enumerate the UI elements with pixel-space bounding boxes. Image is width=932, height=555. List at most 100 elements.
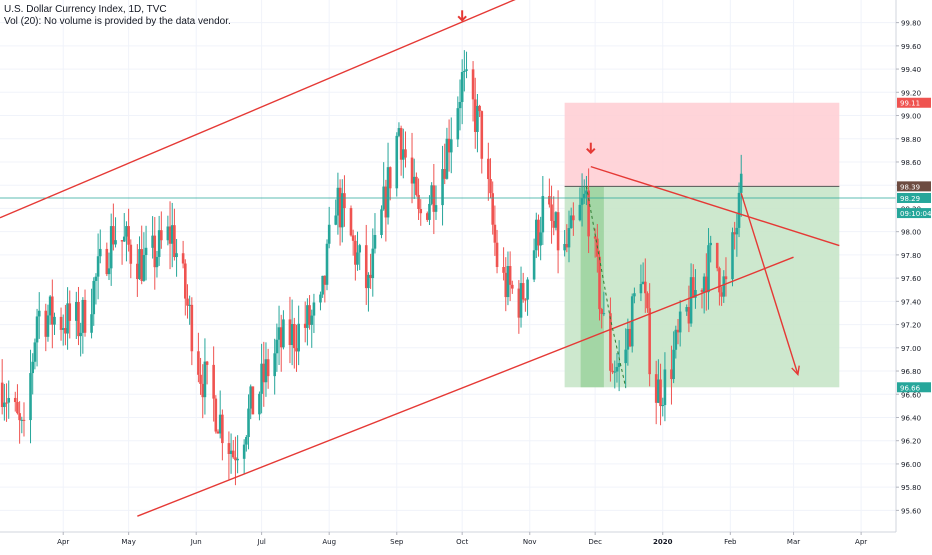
candle (22, 402, 26, 437)
candle (7, 380, 11, 419)
x-tick-label: Jun (190, 538, 202, 546)
candle-body (51, 296, 54, 325)
candle-body (705, 276, 708, 293)
candle (441, 145, 444, 226)
candle (37, 292, 41, 339)
candle (532, 238, 536, 283)
y-tick-label: 96.00 (901, 461, 921, 469)
candle-body (720, 292, 723, 297)
candle-body (504, 272, 508, 298)
candle-body (221, 414, 224, 444)
candle-body (170, 225, 174, 244)
candle-body (587, 190, 590, 237)
candle (526, 277, 529, 316)
candle-body (35, 316, 39, 343)
candle-body (201, 383, 205, 398)
y-tick-label: 99.80 (901, 20, 921, 28)
y-tick-label: 99.00 (901, 113, 921, 121)
candle-body (343, 193, 346, 209)
candle-body (434, 205, 438, 212)
candle (31, 353, 35, 395)
candle-body (312, 302, 316, 316)
candle (295, 324, 298, 372)
candle (245, 435, 248, 452)
candle (722, 270, 726, 303)
candle (456, 96, 460, 148)
y-tick-label: 96.40 (901, 414, 921, 422)
candle-body (356, 252, 359, 265)
candle-body (463, 70, 466, 72)
candle-body (247, 408, 250, 438)
candle (20, 416, 24, 434)
candle (96, 233, 100, 300)
falling-trendline (590, 165, 840, 247)
candle (476, 93, 479, 153)
candle-body (218, 414, 222, 434)
candle-body (107, 268, 111, 275)
candle (13, 391, 17, 412)
candle (277, 305, 281, 365)
x-tick-label: Feb (724, 538, 737, 546)
candle-body (295, 348, 298, 352)
candle (487, 142, 490, 201)
candle-body (691, 277, 695, 298)
candle-body (373, 234, 377, 249)
candle (508, 251, 512, 302)
candle (140, 225, 144, 285)
candle-body (29, 373, 32, 421)
candle (190, 297, 194, 366)
y-tick-label: 95.60 (901, 507, 921, 515)
candle-body (214, 398, 218, 432)
candle-body (122, 236, 126, 242)
candle (702, 273, 706, 314)
candle (303, 301, 307, 343)
candle-body (168, 226, 172, 244)
candle (66, 287, 69, 350)
candle (214, 395, 218, 434)
candle-body (628, 328, 632, 347)
candle (473, 77, 477, 149)
candle-body (354, 240, 357, 265)
price-label: 98.29 (897, 192, 931, 203)
candle-body (609, 313, 612, 371)
candle (371, 228, 375, 297)
candle (201, 364, 205, 419)
candle-body (273, 353, 276, 377)
candle (325, 239, 329, 291)
candle (157, 215, 161, 266)
candle-body (157, 230, 161, 257)
candle-body (13, 397, 17, 403)
candle (33, 338, 37, 370)
candle (552, 196, 556, 236)
candle-body (639, 284, 643, 294)
candle (646, 291, 649, 313)
candle-body (685, 307, 689, 312)
candle-body (120, 240, 124, 242)
candle (587, 168, 590, 254)
candle-body (310, 315, 314, 325)
candle (266, 348, 270, 389)
price-label: 98.39 (897, 181, 931, 192)
candle-body (715, 242, 719, 269)
candle-body (404, 149, 407, 158)
price-label-bg (897, 192, 931, 203)
candle (428, 195, 431, 226)
candle (460, 59, 464, 125)
candle (153, 217, 157, 290)
candle-body (262, 363, 266, 383)
candle (290, 299, 294, 366)
candle-body (319, 294, 322, 303)
candle-body (229, 450, 233, 455)
candle-body (155, 256, 159, 268)
candle-body (231, 450, 235, 458)
candle (168, 201, 172, 270)
candle-body (702, 276, 706, 293)
y-tick-label: 99.40 (901, 66, 921, 74)
candle (308, 295, 311, 330)
candle (694, 269, 697, 309)
y-tick-label: 96.20 (901, 438, 921, 446)
candle (306, 298, 309, 346)
candle (144, 225, 148, 281)
